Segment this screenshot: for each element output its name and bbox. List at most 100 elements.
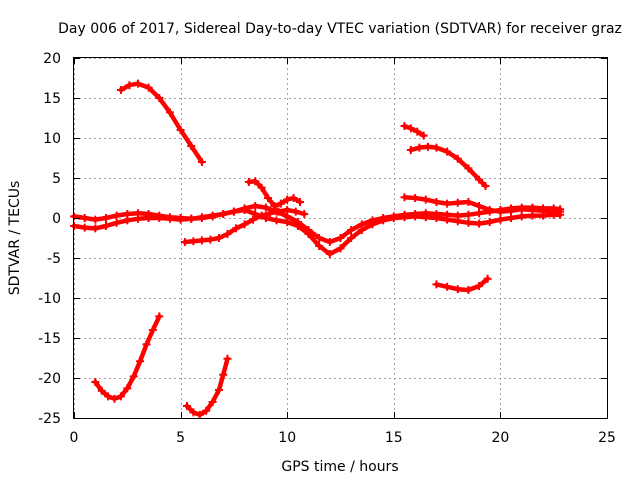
- data-point: [481, 182, 490, 190]
- data-point: [187, 142, 196, 150]
- data-point: [475, 202, 484, 210]
- y-tick-label: 5: [52, 171, 61, 187]
- data-point: [432, 280, 441, 289]
- data-point: [517, 205, 526, 214]
- data-point: [197, 213, 206, 222]
- plot-frame: [73, 57, 608, 419]
- data-point: [219, 210, 228, 218]
- data-point: [142, 340, 151, 349]
- data-point: [251, 177, 260, 186]
- data-point: [389, 214, 398, 222]
- y-tick-label: -20: [38, 371, 61, 387]
- data-point: [251, 202, 260, 210]
- data-point: [80, 223, 89, 232]
- data-point: [507, 206, 516, 215]
- data-point: [336, 244, 345, 253]
- data-point: [400, 213, 409, 222]
- data-point: [116, 86, 125, 94]
- data-point: [283, 195, 292, 204]
- data-point: [202, 406, 211, 415]
- data-point: [165, 214, 174, 223]
- x-tick-label: 25: [598, 430, 616, 446]
- chart-title: Day 006 of 2017, Sidereal Day-to-day VTE…: [58, 21, 622, 37]
- x-tick-label: 5: [176, 430, 185, 446]
- data-point: [129, 372, 138, 381]
- data-point: [368, 220, 377, 229]
- data-point: [116, 392, 125, 401]
- data-point: [325, 238, 334, 246]
- data-point: [293, 222, 302, 230]
- y-tick-label: 10: [43, 131, 61, 147]
- data-point: [464, 198, 473, 206]
- data-point: [125, 81, 134, 90]
- data-point: [136, 357, 145, 366]
- data-point: [257, 211, 266, 220]
- axes: 0 5 10 15 20 25 -25 -20 -15 -10 -5 0 5 10 15 20: [38, 51, 616, 446]
- data-point: [110, 394, 119, 403]
- data-point: [464, 164, 473, 173]
- data-point: [229, 207, 238, 216]
- data-point: [195, 410, 204, 419]
- data-point: [155, 94, 164, 102]
- data-point: [464, 218, 473, 227]
- data-point: [453, 285, 462, 294]
- series-arc-8: [406, 142, 490, 190]
- data-point: [232, 224, 241, 233]
- y-axis-title: SDTVAR / TECUs: [7, 181, 23, 296]
- data-point: [475, 282, 484, 290]
- data-point: [464, 286, 473, 294]
- series-line: [402, 194, 563, 214]
- data-point: [91, 215, 100, 224]
- data-point: [315, 234, 324, 242]
- data-point: [214, 234, 223, 242]
- data-point: [485, 218, 494, 226]
- series-arc-10: [91, 312, 164, 403]
- data-point: [336, 234, 345, 242]
- data-point: [443, 199, 452, 208]
- data-point: [443, 147, 452, 156]
- data-point: [257, 183, 266, 192]
- data-point: [208, 398, 217, 406]
- data-point: [249, 215, 258, 224]
- data-point: [485, 206, 494, 214]
- data-point: [400, 193, 409, 202]
- data-point: [419, 131, 428, 140]
- data-point: [223, 230, 232, 238]
- data-point: [270, 202, 279, 210]
- x-tick-label: 0: [70, 430, 79, 446]
- data-point: [453, 154, 462, 163]
- data-point: [423, 142, 432, 151]
- data-point: [464, 210, 473, 219]
- data-point: [240, 206, 249, 214]
- data-point: [165, 108, 174, 117]
- data-point: [300, 210, 309, 218]
- data-point: [347, 234, 356, 242]
- data-point: [315, 242, 324, 250]
- data-point: [475, 219, 484, 228]
- data-point: [223, 354, 232, 363]
- data-point: [206, 235, 215, 244]
- data-point: [413, 127, 422, 136]
- data-point: [208, 211, 217, 220]
- series-arc-9: [432, 274, 492, 294]
- data-point: [144, 83, 153, 92]
- data-point: [133, 214, 142, 223]
- data-point: [276, 199, 285, 208]
- data-point: [197, 236, 206, 245]
- data-point: [432, 214, 441, 222]
- series-arc-6: [400, 193, 565, 216]
- data-point: [325, 250, 334, 258]
- grid: [74, 58, 608, 419]
- data-point: [475, 209, 484, 218]
- data-point: [266, 209, 275, 218]
- data-point: [443, 282, 452, 291]
- x-tick-label: 20: [491, 430, 509, 446]
- y-tick-label: -25: [38, 411, 61, 427]
- data-point: [182, 402, 191, 410]
- data-point: [97, 386, 106, 395]
- data-point: [411, 194, 420, 202]
- data-point: [483, 274, 492, 283]
- data-point: [421, 213, 430, 222]
- data-point: [432, 198, 441, 206]
